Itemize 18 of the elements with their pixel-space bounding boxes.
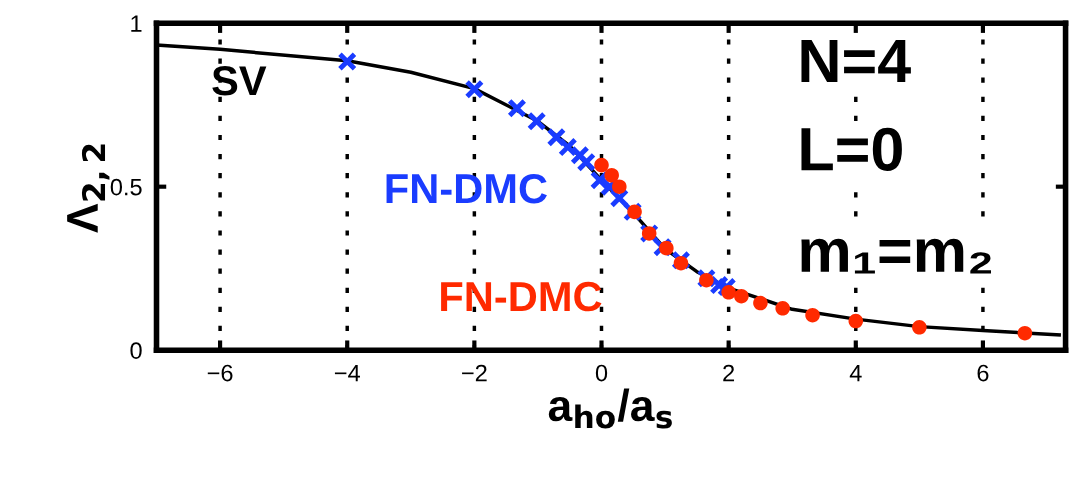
x-tick-label: 0 [595,364,608,382]
x-tick-label: 2 [723,364,735,382]
y-axis-title: Λ$_{2,2}$ [67,144,110,233]
legend-label: SV [212,66,267,96]
x-tick-label: −6 [207,364,233,382]
series-label: FN-DMC [386,173,547,204]
y-tick-label: 1 [131,15,142,32]
x-tick-label: −4 [334,364,360,382]
series-label: FN-DMC [441,281,602,312]
x-axis-title: a$_{ho}$/a$_{s}$ [548,388,672,429]
annotation: m₁=m₂ [801,238,991,274]
y-tick-label: 0.5 [110,178,142,196]
annotation: N=4 [801,40,911,83]
y-tick-label: 0 [130,342,142,359]
x-tick-label: −2 [462,364,487,382]
annotation: L=0 [801,127,902,171]
x-tick-label: 4 [849,364,862,382]
x-tick-label: 6 [977,364,989,382]
